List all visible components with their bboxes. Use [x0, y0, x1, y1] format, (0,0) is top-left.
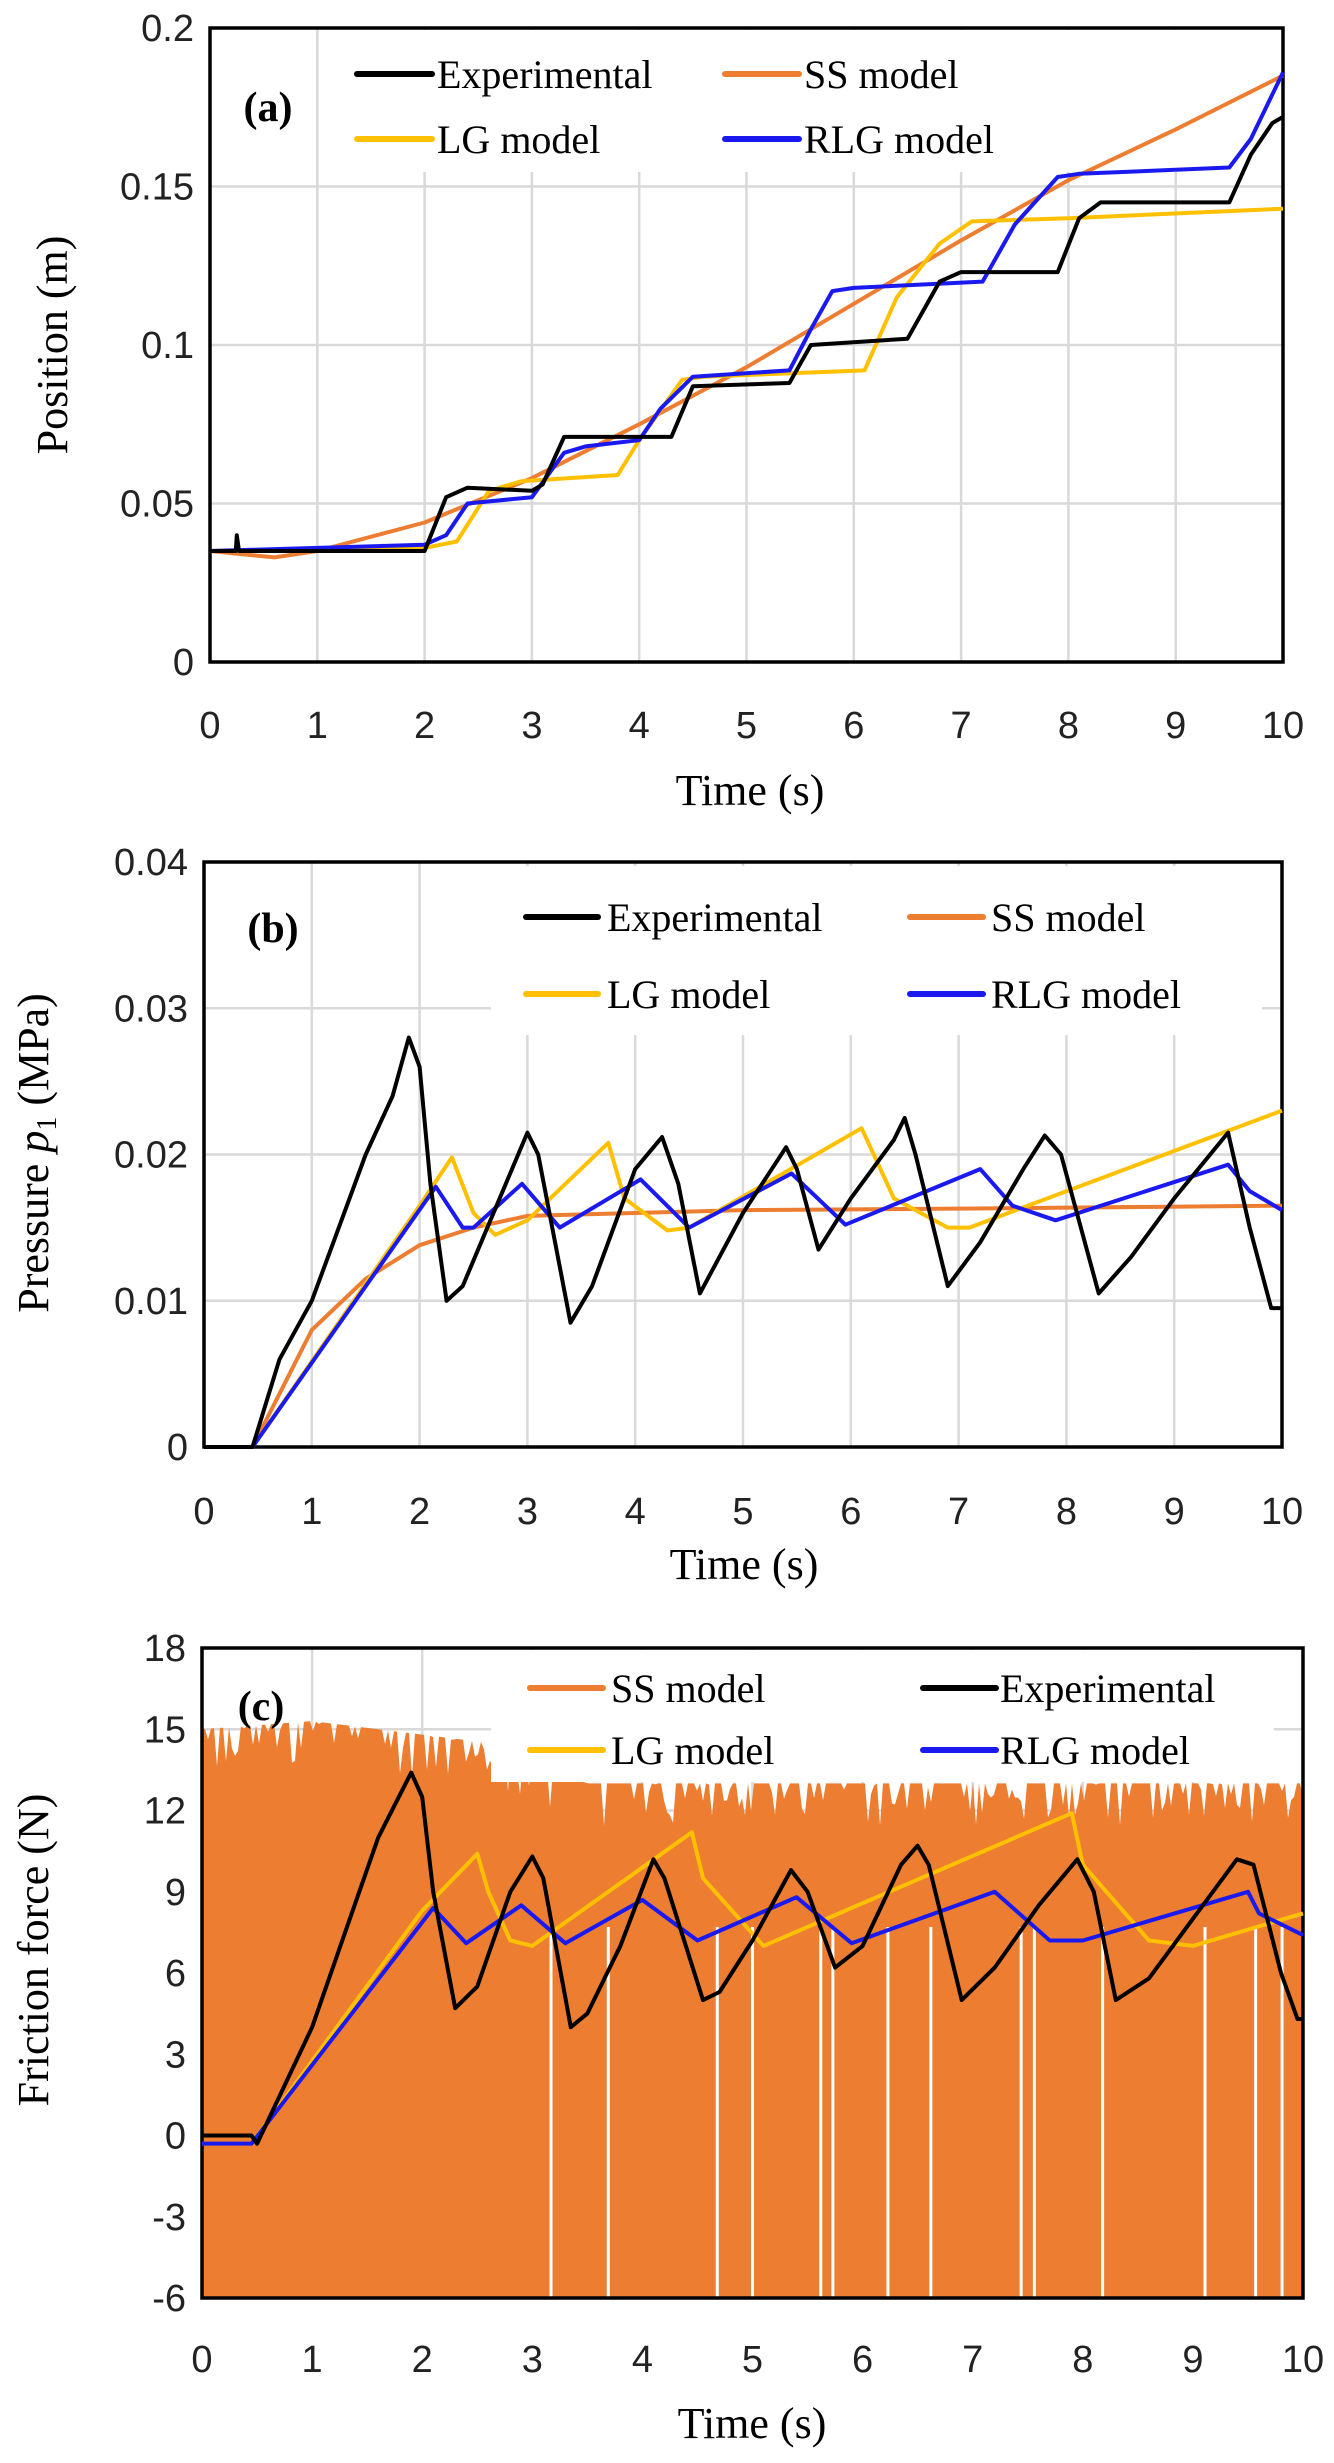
x-tick-label: 3	[522, 2339, 543, 2381]
legend-box	[491, 866, 1262, 1035]
chart-c-annotations: (c) Friction force (N) Time (s) SS model…	[9, 1666, 1215, 2448]
x-tick-label: 7	[951, 705, 972, 747]
series-rlg-model	[202, 1889, 1304, 2146]
chart-b-pressure: 0 1 2 3 4 5 6 7 8 9 10 0 0.01 0.02 0.03 0.04	[114, 842, 1303, 1533]
x-tick-label: 6	[840, 1491, 861, 1533]
x-tick-label: 4	[632, 2339, 653, 2381]
x-tick-label: 6	[852, 2339, 873, 2381]
y-tick-label: 0.04	[114, 842, 188, 884]
legend-label-ss: SS model	[804, 52, 958, 97]
y-tick-label: 0.02	[114, 1135, 188, 1177]
plot-frame	[202, 860, 1284, 1449]
y-tick-label: -6	[152, 2278, 186, 2320]
x-tick-label: 2	[414, 705, 435, 747]
x-tick-label: 4	[629, 705, 650, 747]
x-tick-label: 7	[962, 2339, 983, 2381]
y-tick-label: 18	[144, 1628, 186, 1670]
y-tick-label: 0.15	[120, 167, 194, 209]
x-tick-label: 2	[412, 2339, 433, 2381]
x-tick-label: 2	[409, 1491, 430, 1533]
y-tick-label: 6	[165, 1953, 186, 1995]
x-tick-label: 0	[199, 705, 220, 747]
x-tick-label: 8	[1058, 705, 1079, 747]
legend-label-lg: LG model	[607, 972, 770, 1017]
y-tick-label: 0.05	[120, 484, 194, 526]
x-tick-label: 8	[1056, 1491, 1077, 1533]
series-experimental	[204, 1035, 1282, 1449]
legend-label-lg: LG model	[437, 117, 600, 162]
x-tick-label: 0	[193, 1491, 214, 1533]
panel-label-c: (c)	[238, 1684, 285, 1730]
x-axis-title-c: Time (s)	[678, 2399, 827, 2448]
x-tick-label: 6	[843, 705, 864, 747]
legend-label-experimental: Experimental	[437, 52, 652, 97]
x-axis-title-a: Time (s)	[676, 766, 825, 815]
y-tick-label: 0	[167, 1427, 188, 1469]
series-experimental	[210, 115, 1285, 553]
y-tick-label: 3	[165, 2034, 186, 2076]
x-tick-label: 9	[1165, 705, 1186, 747]
y-axis-title-unit: (MPa)	[9, 993, 58, 1116]
y-tick-label: 0.01	[114, 1281, 188, 1323]
y-axis-title-sub: 1	[32, 1117, 63, 1131]
y-axis-title-text: Pressure	[9, 1153, 58, 1313]
y-tick-label: -3	[152, 2197, 186, 2239]
plot-frame	[208, 26, 1285, 664]
y-tick-label: 0	[165, 2116, 186, 2158]
x-tick-label: 9	[1164, 1491, 1185, 1533]
y-tick-label: 0	[173, 642, 194, 684]
legend-label-rlg: RLG model	[1000, 1728, 1190, 1773]
legend-label-rlg: RLG model	[991, 972, 1181, 1017]
y-tick-label: 12	[144, 1791, 186, 1833]
legend-label-lg: LG model	[611, 1728, 774, 1773]
x-tick-label: 5	[742, 2339, 763, 2381]
chart-a-position: 0 1 2 3 4 5 6 7 8 9 10 0 0.05 0.1 0.15 0.2	[120, 8, 1304, 747]
x-tick-label: 10	[1262, 705, 1304, 747]
y-tick-label: 0.1	[141, 325, 194, 367]
panel-label-a: (a)	[244, 85, 293, 131]
series-lg-model	[204, 1108, 1283, 1449]
x-tick-label: 5	[736, 705, 757, 747]
x-tick-label: 3	[521, 705, 542, 747]
legend-label-rlg: RLG model	[804, 117, 994, 162]
y-axis-title-b: Pressure p1 (MPa)	[9, 993, 63, 1313]
legend-label-ss: SS model	[991, 895, 1145, 940]
legend-label-experimental: Experimental	[607, 895, 822, 940]
x-tick-label: 1	[307, 705, 328, 747]
legend-label-ss: SS model	[611, 1666, 765, 1711]
x-tick-label: 8	[1072, 2339, 1093, 2381]
x-axis-title-b: Time (s)	[670, 1540, 819, 1589]
series-lg-model	[202, 1811, 1304, 2146]
x-tick-label: 9	[1182, 2339, 1203, 2381]
series-rlg-model	[209, 71, 1285, 553]
legend-box	[491, 1650, 1274, 1782]
x-tick-label: 10	[1261, 1491, 1303, 1533]
chart-a-annotations: (a) Position (m) Time (s) Experimental S…	[28, 52, 994, 815]
series-lg-model	[209, 206, 1284, 553]
x-tick-label: 10	[1282, 2339, 1324, 2381]
legend-box	[335, 30, 1275, 172]
legend-label-experimental: Experimental	[1000, 1666, 1215, 1711]
y-axis-title-var: p	[9, 1131, 58, 1156]
y-tick-label: 15	[144, 1709, 186, 1751]
x-tick-label: 1	[302, 2339, 323, 2381]
plot-frame	[200, 1646, 1305, 2300]
y-tick-label: 0.2	[141, 8, 194, 50]
panel-label-b: (b)	[247, 906, 298, 952]
x-tick-label: 5	[732, 1491, 753, 1533]
x-tick-label: 3	[517, 1491, 538, 1533]
series-experimental	[202, 1770, 1303, 2146]
x-tick-label: 1	[301, 1491, 322, 1533]
x-tick-label: 0	[191, 2339, 212, 2381]
x-tick-label: 7	[948, 1491, 969, 1533]
series-rlg-model	[204, 1162, 1284, 1449]
chart-b-annotations: (b) Pressure p1 (MPa) Time (s) Experimen…	[9, 895, 1181, 1589]
y-axis-title-c: Friction force (N)	[9, 1794, 58, 2107]
x-tick-label: 4	[625, 1491, 646, 1533]
y-axis-title-a: Position (m)	[28, 236, 77, 455]
y-tick-label: 0.03	[114, 988, 188, 1030]
y-tick-label: 9	[165, 1872, 186, 1914]
